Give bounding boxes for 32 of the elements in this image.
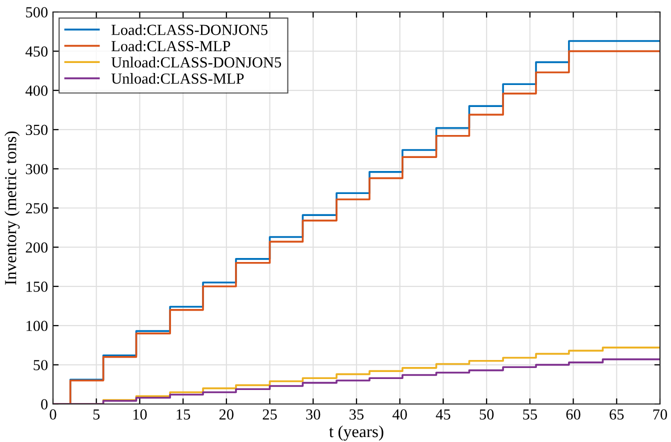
y-tick-label: 400	[26, 86, 48, 96]
y-tick-label: 50	[34, 360, 48, 370]
x-tick-label: 50	[480, 409, 494, 420]
x-tick-label: 20	[219, 409, 234, 420]
x-tick-label: 10	[133, 409, 147, 420]
y-tick-label: 500	[26, 7, 48, 18]
y-tick-label: 350	[26, 124, 48, 136]
x-tick-label: 35	[350, 409, 364, 420]
legend-label: Unload:CLASS-DONJON5	[111, 56, 282, 68]
x-tick-label: 5	[93, 409, 100, 420]
y-tick-label: 0	[41, 399, 48, 410]
y-tick-label: 200	[26, 242, 48, 253]
x-tick-label: 40	[392, 409, 407, 420]
y-tick-label: 100	[26, 320, 48, 332]
y-axis-title: Inventory (metric tons)	[4, 131, 20, 285]
y-tick-label: 150	[26, 282, 48, 292]
y-tick-label: 300	[26, 164, 48, 174]
x-tick-label: 60	[566, 409, 580, 420]
y-tick-label: 450	[26, 46, 48, 57]
x-tick-label: 65	[610, 409, 624, 420]
x-tick-label: 55	[523, 409, 537, 420]
legend-label: Load:CLASS-MLP	[111, 40, 230, 52]
x-tick-label: 45	[436, 409, 450, 420]
y-tick-label: 250	[26, 203, 48, 214]
legend-label: Unload:CLASS-MLP	[111, 73, 244, 84]
legend-label: Load:CLASS-DONJON5	[111, 24, 268, 36]
x-tick-label: 0	[50, 409, 56, 420]
x-axis-title: t (years)	[329, 425, 384, 441]
x-tick-label: 30	[306, 409, 320, 420]
x-tick-label: 25	[262, 409, 277, 420]
x-tick-label: 15	[176, 409, 190, 420]
x-tick-label: 70	[653, 409, 668, 420]
